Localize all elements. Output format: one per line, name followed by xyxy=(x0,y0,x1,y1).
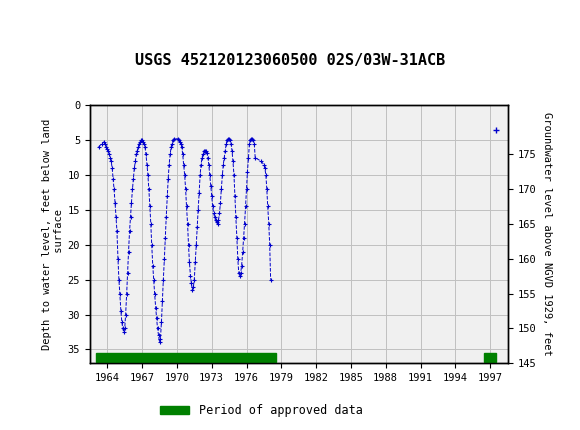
Bar xyxy=(96,353,275,362)
Text: USGS: USGS xyxy=(52,12,107,29)
Text: USGS 452120123060500 02S/03W-31ACB: USGS 452120123060500 02S/03W-31ACB xyxy=(135,53,445,68)
Bar xyxy=(484,353,496,362)
Y-axis label: Depth to water level, feet below land
 surface: Depth to water level, feet below land su… xyxy=(42,119,64,350)
Legend: Period of approved data: Period of approved data xyxy=(155,399,367,422)
Y-axis label: Groundwater level above NGVD 1929, feet: Groundwater level above NGVD 1929, feet xyxy=(542,113,552,356)
